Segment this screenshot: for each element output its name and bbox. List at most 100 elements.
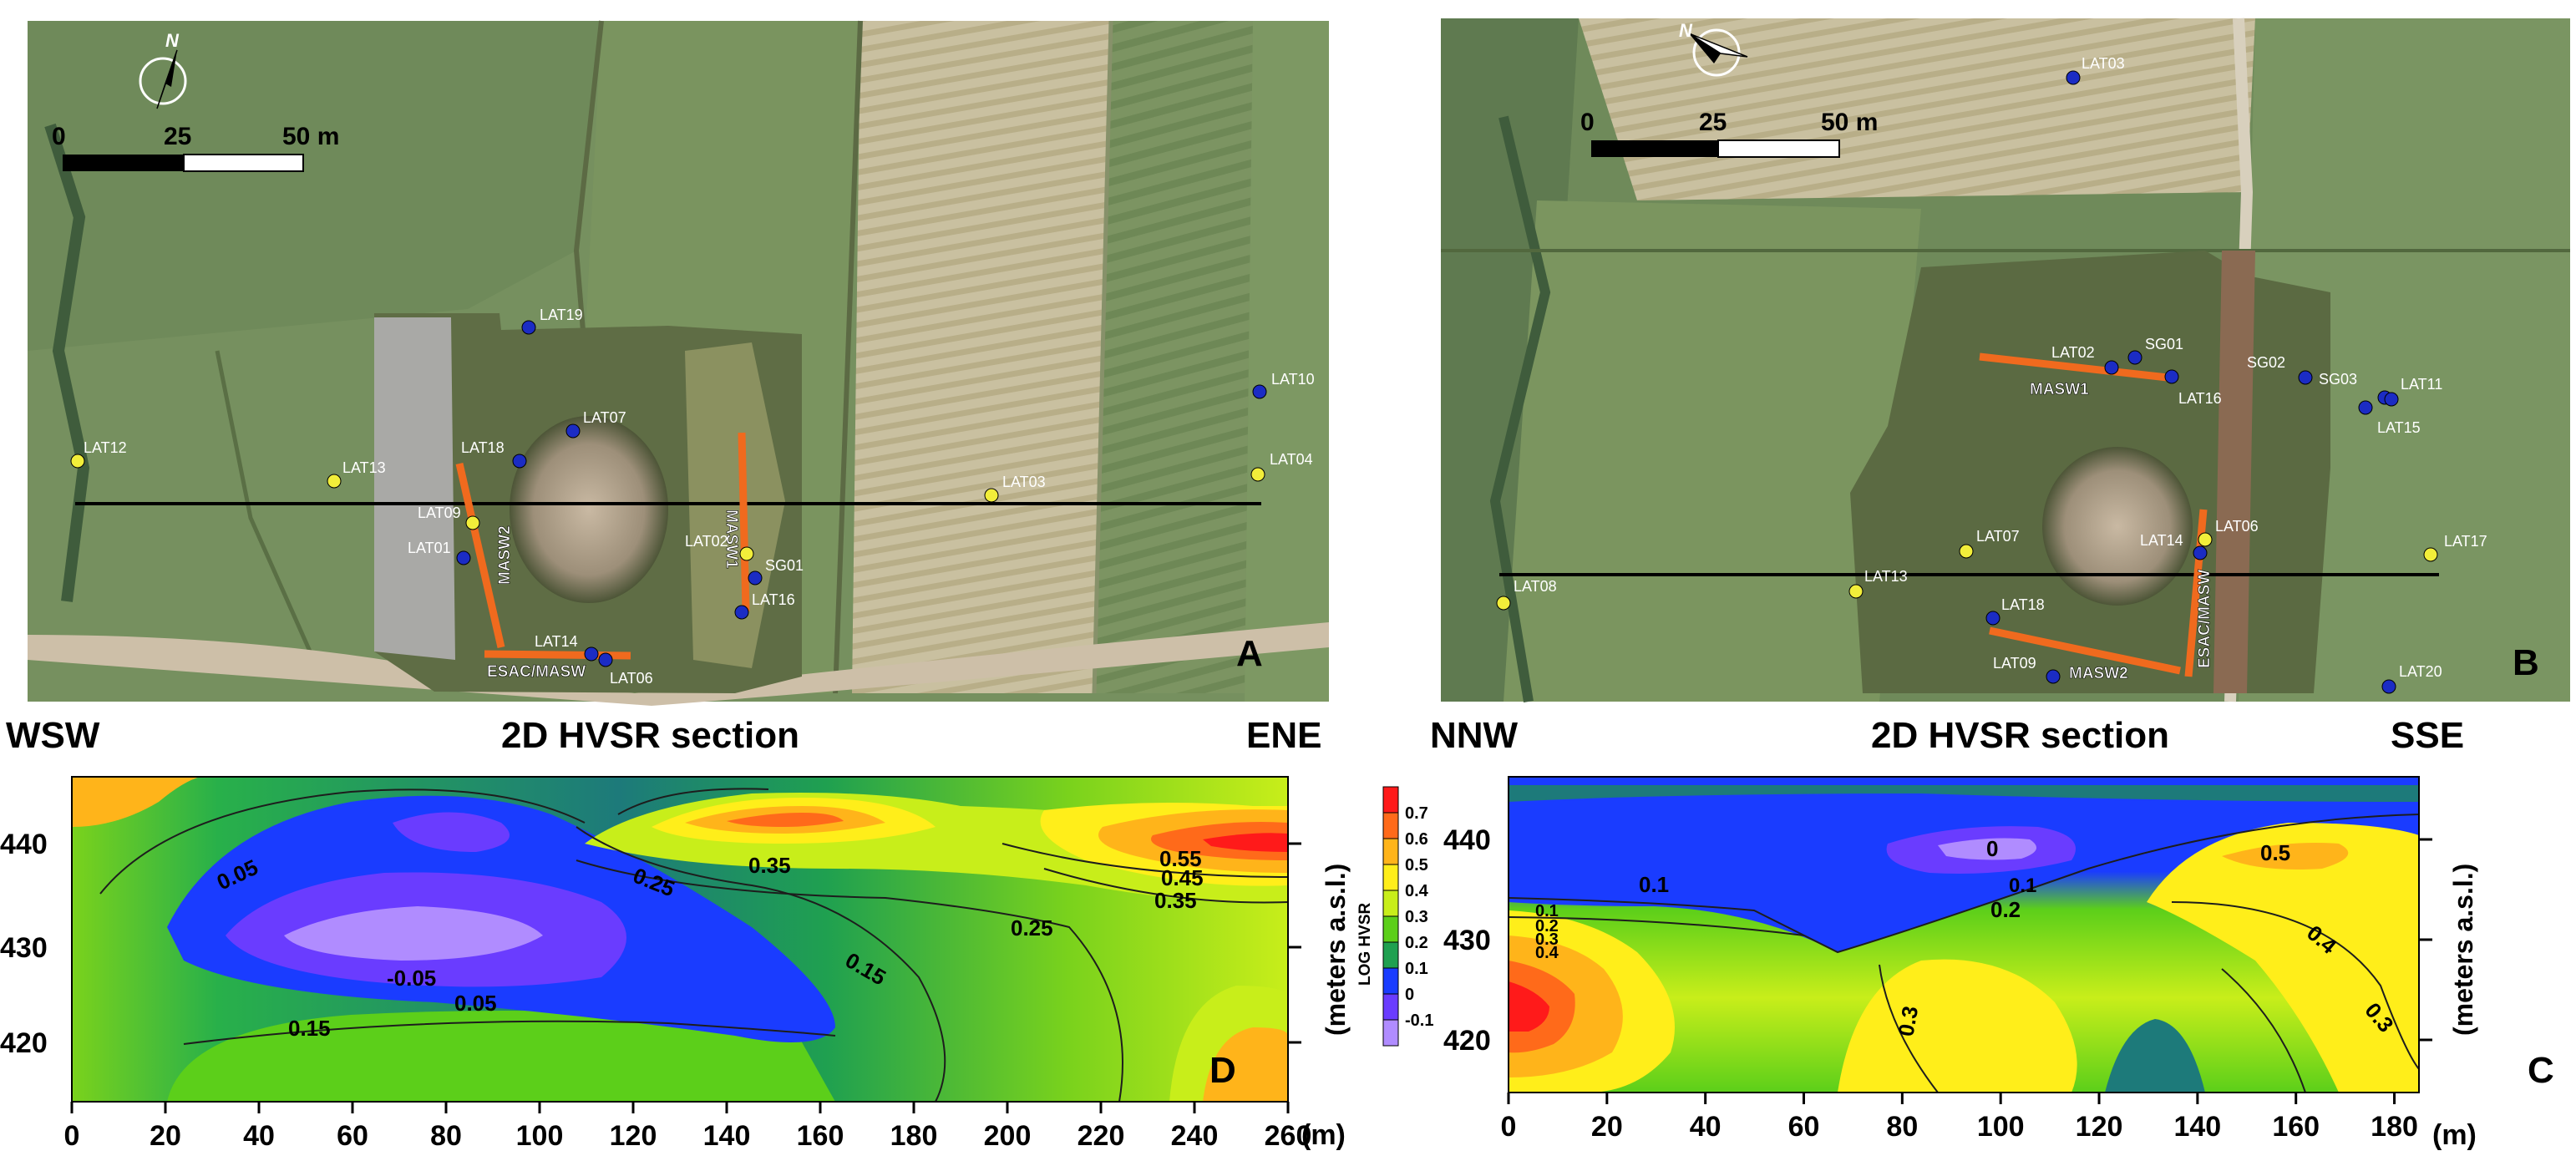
station-marker xyxy=(2046,669,2061,684)
station-label: LAT14 xyxy=(2140,532,2183,549)
station-marker xyxy=(584,646,599,662)
station-label: LAT02 xyxy=(2051,344,2095,361)
x-tick-label: 260 xyxy=(1265,1120,1312,1152)
x-tick-label: 20 xyxy=(150,1120,181,1152)
panel-b-north-arrow: N xyxy=(1679,20,1748,77)
station-label: LAT16 xyxy=(2178,390,2222,407)
panel-c-contour-labels: 0.1 0 0.1 0.2 0.1 0.2 0.3 0.4 0.3 0.5 0.… xyxy=(1535,836,2399,1038)
station-marker xyxy=(1959,544,1974,559)
north-label: N xyxy=(165,30,180,51)
x-tick-label: 20 xyxy=(1591,1111,1623,1143)
x-tick-label: 120 xyxy=(2076,1111,2123,1143)
panel-a-masw1-line xyxy=(738,432,750,612)
station-marker xyxy=(327,474,342,489)
panel-c-x-axis: 0 20 40 60 80 100 120 140 160 180 (m) xyxy=(1501,1093,2477,1151)
x-tick-label: 80 xyxy=(1886,1111,1918,1143)
station-marker xyxy=(70,454,85,469)
station-marker xyxy=(465,515,480,530)
colorbar-tick: 0.4 xyxy=(1405,882,1429,900)
panel-a-profile-label: ESAC/MASW xyxy=(487,663,586,681)
panel-c-contour-field xyxy=(1509,777,2419,1093)
station-marker xyxy=(598,652,613,667)
panel-c-plot-frame xyxy=(1508,776,2420,1093)
x-tick-label: 60 xyxy=(1788,1111,1820,1143)
panel-c-right-direction: SSE xyxy=(2391,715,2464,756)
station-label: SG03 xyxy=(2319,371,2357,388)
x-tick-label: 140 xyxy=(703,1120,751,1152)
y-tick-label: 440 xyxy=(0,829,48,860)
colorbar-tick: -0.1 xyxy=(1405,1011,1433,1030)
contour-label: 0.3 xyxy=(1893,1004,1923,1038)
panel-b-profile-label: MASW2 xyxy=(2069,665,2128,682)
y-tick-label: 430 xyxy=(1443,925,1491,956)
panel-b-masw2-line xyxy=(1989,626,2181,675)
panel-d-letter: D xyxy=(1209,1050,1236,1091)
colorbar-tick: 0.7 xyxy=(1405,804,1428,823)
colorbar-tick: 0.6 xyxy=(1405,830,1428,849)
station-marker xyxy=(739,546,754,561)
panel-b-masw1-line xyxy=(1979,352,2168,382)
station-marker xyxy=(521,320,536,335)
panel-d-x-axis: 0 20 40 60 80 100 120 140 160 180 200 220 240 260 (m) xyxy=(64,1102,1346,1152)
station-marker xyxy=(512,454,527,469)
scale-tick: 25 xyxy=(1699,109,1727,136)
station-marker xyxy=(1848,584,1864,599)
station-label: SG02 xyxy=(2247,354,2285,371)
x-tick-label: 40 xyxy=(243,1120,275,1152)
panel-b-stations: LAT03 LAT02 SG01 LAT16 SG02 SG03 LAT11 L… xyxy=(1496,55,2487,694)
contour-label: 0.5 xyxy=(2260,840,2290,865)
colorbar-title: LOG HVSR xyxy=(1356,902,1374,986)
colorbar-tick: 0 xyxy=(1405,986,1414,1004)
station-label: LAT13 xyxy=(342,459,386,476)
panel-a-stations: LAT19 LAT07 LAT18 LAT13 LAT12 LAT09 LAT0… xyxy=(70,307,1315,687)
colorbar-swatch xyxy=(1382,967,1399,995)
panel-b-map xyxy=(1441,18,2570,702)
station-label: LAT10 xyxy=(1271,371,1315,388)
station-label: LAT14 xyxy=(535,633,578,650)
station-marker xyxy=(2384,392,2399,407)
colorbar-swatch xyxy=(1382,838,1399,865)
panel-c-letter: C xyxy=(2528,1050,2554,1091)
x-tick-label: 180 xyxy=(890,1120,938,1152)
station-marker xyxy=(2066,70,2081,85)
station-marker xyxy=(2423,547,2438,562)
station-label: LAT11 xyxy=(2401,376,2442,393)
x-tick-label: 0 xyxy=(1501,1111,1517,1143)
contour-label: -0.05 xyxy=(387,966,436,991)
station-marker xyxy=(2164,369,2179,384)
station-label: LAT09 xyxy=(418,504,461,521)
contour-label: 0 xyxy=(1986,836,1998,861)
x-tick-label: 120 xyxy=(610,1120,657,1152)
x-tick-label: 0 xyxy=(64,1120,80,1152)
station-marker xyxy=(2104,360,2119,375)
scale-tick: 25 xyxy=(164,123,191,150)
colorbar-tick: 0.3 xyxy=(1405,908,1428,926)
station-label: LAT18 xyxy=(2001,596,2045,613)
station-label: LAT09 xyxy=(1993,655,2036,672)
station-marker xyxy=(748,570,763,586)
y-tick-label: 420 xyxy=(0,1027,48,1059)
station-label: LAT15 xyxy=(2377,419,2421,436)
x-tick-label: 180 xyxy=(2371,1111,2418,1143)
station-marker xyxy=(734,605,749,620)
x-axis-unit: (m) xyxy=(1301,1119,1346,1151)
contour-label: 0.35 xyxy=(1154,888,1197,913)
y-tick-label: 430 xyxy=(0,932,48,964)
contour-label: 0.15 xyxy=(288,1016,331,1041)
station-label: LAT07 xyxy=(583,409,626,426)
x-tick-label: 100 xyxy=(1977,1111,2025,1143)
scale-tick: 0 xyxy=(52,123,66,150)
station-label: LAT19 xyxy=(540,307,583,323)
panel-d-title: 2D HVSR section xyxy=(501,715,799,756)
station-marker xyxy=(1985,611,2000,626)
station-marker xyxy=(565,423,581,439)
panel-a-north-arrow: N xyxy=(139,30,187,109)
x-tick-label: 100 xyxy=(516,1120,564,1152)
station-marker xyxy=(2198,532,2213,547)
x-tick-label: 160 xyxy=(797,1120,844,1152)
station-marker xyxy=(2127,350,2142,365)
station-marker xyxy=(1252,384,1267,399)
station-label: LAT02 xyxy=(685,533,728,550)
station-label: LAT12 xyxy=(84,439,127,456)
contour-label: 0.25 xyxy=(1011,915,1053,940)
